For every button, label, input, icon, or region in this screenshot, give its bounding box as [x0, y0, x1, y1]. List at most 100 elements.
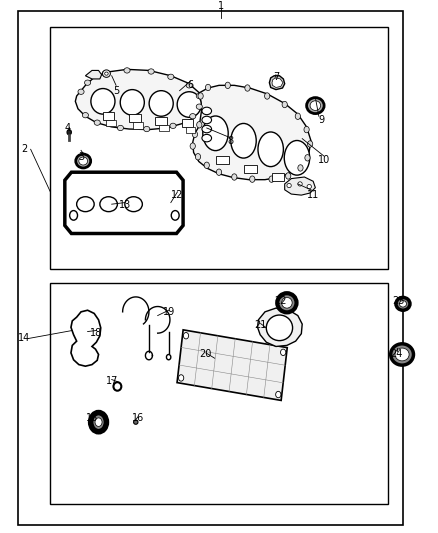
Text: 10: 10: [318, 155, 330, 165]
Ellipse shape: [144, 126, 150, 132]
Text: 8: 8: [227, 136, 233, 146]
Text: 18: 18: [90, 328, 102, 338]
Ellipse shape: [266, 315, 293, 341]
Bar: [133, 122, 143, 128]
Ellipse shape: [95, 418, 102, 426]
Ellipse shape: [258, 132, 283, 167]
Bar: [155, 117, 167, 125]
Ellipse shape: [307, 184, 311, 189]
Ellipse shape: [286, 173, 291, 179]
Ellipse shape: [77, 197, 94, 212]
Ellipse shape: [190, 143, 195, 149]
Ellipse shape: [282, 101, 287, 108]
Ellipse shape: [197, 122, 202, 128]
Ellipse shape: [170, 123, 176, 128]
Ellipse shape: [70, 211, 78, 220]
Ellipse shape: [148, 69, 154, 74]
Ellipse shape: [304, 126, 309, 133]
Ellipse shape: [198, 93, 203, 99]
Ellipse shape: [225, 82, 230, 88]
Ellipse shape: [216, 169, 222, 175]
Ellipse shape: [124, 68, 130, 73]
Ellipse shape: [196, 93, 202, 99]
Ellipse shape: [195, 154, 201, 160]
Ellipse shape: [102, 71, 108, 76]
Polygon shape: [177, 330, 287, 400]
Ellipse shape: [102, 70, 110, 77]
Ellipse shape: [94, 120, 100, 125]
Ellipse shape: [117, 125, 124, 131]
Text: 17: 17: [106, 376, 118, 386]
Text: 9: 9: [319, 115, 325, 125]
Ellipse shape: [82, 112, 88, 118]
Ellipse shape: [310, 101, 321, 110]
Bar: [272, 173, 284, 181]
Text: 19: 19: [162, 307, 175, 317]
Ellipse shape: [295, 113, 300, 119]
Ellipse shape: [149, 91, 173, 116]
Ellipse shape: [113, 382, 121, 391]
Ellipse shape: [202, 125, 212, 133]
Ellipse shape: [76, 154, 91, 168]
Ellipse shape: [265, 93, 270, 99]
Polygon shape: [193, 85, 311, 180]
Ellipse shape: [177, 92, 201, 117]
Ellipse shape: [171, 211, 179, 220]
Ellipse shape: [202, 134, 212, 142]
Ellipse shape: [166, 354, 171, 360]
Polygon shape: [65, 172, 183, 233]
Ellipse shape: [179, 375, 184, 381]
Ellipse shape: [67, 130, 71, 135]
Text: 15: 15: [86, 414, 98, 423]
Text: 23: 23: [392, 296, 405, 306]
Ellipse shape: [134, 420, 138, 424]
Ellipse shape: [196, 104, 202, 109]
Text: 24: 24: [390, 350, 403, 359]
Ellipse shape: [85, 80, 91, 85]
Ellipse shape: [287, 183, 291, 188]
Text: 4: 4: [65, 123, 71, 133]
Polygon shape: [272, 78, 283, 87]
Text: 11: 11: [307, 190, 319, 199]
Ellipse shape: [395, 348, 409, 361]
Ellipse shape: [91, 88, 115, 114]
Ellipse shape: [391, 344, 413, 365]
Text: 14: 14: [18, 334, 30, 343]
Ellipse shape: [100, 197, 117, 212]
Ellipse shape: [203, 116, 228, 151]
Ellipse shape: [245, 85, 250, 91]
Bar: [50, 27, 388, 269]
Polygon shape: [258, 308, 302, 346]
Text: 6: 6: [187, 80, 194, 90]
Polygon shape: [85, 70, 102, 79]
Ellipse shape: [277, 293, 297, 312]
Bar: [186, 127, 195, 133]
Ellipse shape: [184, 333, 189, 339]
Ellipse shape: [190, 114, 196, 119]
Ellipse shape: [202, 116, 212, 124]
Ellipse shape: [307, 98, 324, 114]
Ellipse shape: [298, 165, 303, 171]
Ellipse shape: [186, 83, 192, 88]
Bar: [50, 282, 388, 504]
Bar: [106, 120, 116, 126]
Ellipse shape: [168, 74, 174, 79]
Ellipse shape: [231, 124, 256, 158]
Text: 7: 7: [273, 72, 279, 83]
Bar: [244, 165, 257, 173]
Bar: [129, 114, 141, 122]
Bar: [159, 125, 169, 131]
Ellipse shape: [205, 84, 211, 91]
Ellipse shape: [202, 107, 212, 115]
Ellipse shape: [79, 157, 88, 165]
Ellipse shape: [232, 174, 237, 180]
Text: 22: 22: [274, 296, 286, 306]
Ellipse shape: [284, 141, 310, 175]
Text: 20: 20: [200, 350, 212, 359]
Ellipse shape: [396, 297, 410, 310]
Bar: [18, 11, 403, 525]
Text: 2: 2: [21, 144, 27, 154]
Polygon shape: [71, 310, 101, 366]
Ellipse shape: [282, 297, 292, 308]
Ellipse shape: [399, 301, 406, 307]
